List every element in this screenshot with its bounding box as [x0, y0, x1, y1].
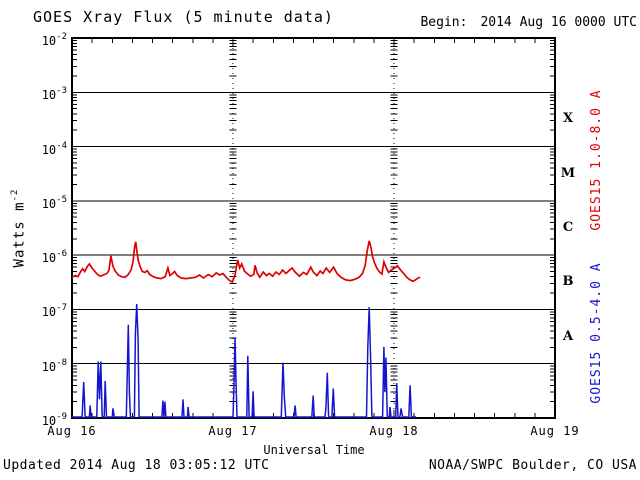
updated-timestamp: Updated 2014 Aug 18 03:05:12 UTC — [3, 458, 270, 473]
begin-label: Begin: — [420, 15, 468, 30]
x-tick-label: Aug 19 — [530, 424, 580, 438]
day-gridlines — [232, 38, 395, 418]
y-tick-label: 10-9 — [41, 412, 67, 428]
short-channel-legend: GOES15 0.5-4.0 A — [589, 262, 604, 404]
begin-timestamp: Begin: 2014 Aug 16 0000 UTC — [420, 15, 637, 30]
flare-class-b: B — [562, 274, 574, 290]
x-tick-label: Aug 18 — [369, 424, 419, 438]
y-tick-label: 10-2 — [41, 32, 67, 48]
y-tick-label: 10-5 — [41, 194, 67, 211]
y-tick-label: 10-7 — [41, 303, 67, 320]
decade-gridlines — [72, 91, 555, 365]
y-tick-label: 10-3 — [41, 86, 67, 103]
source-credit: NOAA/SWPC Boulder, CO USA — [428, 458, 637, 473]
x-tick-label: Aug 16 — [47, 424, 97, 438]
flare-class-a: A — [562, 328, 574, 344]
begin-value: 2014 Aug 16 0000 UTC — [480, 15, 637, 30]
y-tick-label: 10-8 — [41, 357, 67, 374]
x-axis-title: Universal Time — [263, 443, 365, 457]
minor-log-ticks — [72, 39, 555, 403]
long-channel-legend: GOES15 1.0-8.0 A — [589, 89, 604, 231]
flare-class-m: M — [560, 165, 576, 181]
chart-title: GOES Xray Flux (5 minute data) — [33, 8, 334, 26]
y-tick-label: 10-6 — [41, 249, 67, 266]
decade-ticks — [72, 37, 555, 419]
plot-frame — [71, 37, 556, 419]
time-ticks — [91, 38, 536, 418]
y-axis-title: Watts m-2 — [10, 188, 28, 268]
y-tick-label: 10-4 — [41, 140, 67, 157]
x-tick-label: Aug 17 — [208, 424, 258, 438]
short-channel-curve — [72, 303, 417, 418]
flare-class-c: C — [562, 220, 574, 235]
long-channel-curve — [72, 240, 421, 284]
flare-class-x: X — [562, 111, 574, 127]
